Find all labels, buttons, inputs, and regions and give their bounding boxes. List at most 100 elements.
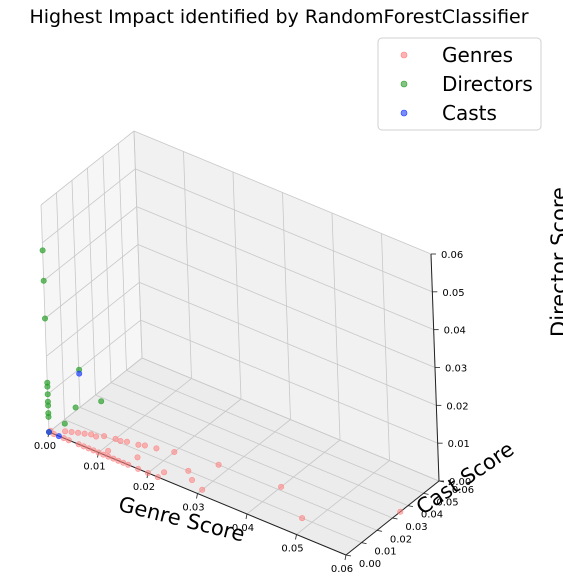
z-tick-label: 0.01 [448,439,470,450]
data-point-genres [135,441,142,448]
data-point-genres [80,443,87,450]
data-point-genres [299,515,306,522]
y-tick-label: 0.02 [390,534,412,545]
data-point-genres [161,469,168,476]
series-casts [45,370,83,440]
z-tick-label: 0.03 [445,364,467,375]
x-tick-mark [344,554,347,561]
grid-line-z [133,130,432,255]
grid-line-z [40,130,135,206]
y-tick-label: 0.03 [405,522,427,533]
data-point-genres [90,447,97,454]
data-point-directors [45,402,52,409]
y-tick-label: 0.05 [436,497,458,508]
data-point-directors [72,404,79,411]
data-point-directors [40,277,47,284]
legend-frame [377,37,542,131]
data-point-genres [135,465,142,472]
z-tick-label: 0.04 [444,326,466,337]
data-point-genres [105,453,112,460]
x-tick-label: 0.06 [331,564,353,575]
data-point-directors [45,413,52,420]
data-point-genres [278,483,285,490]
data-point-genres [125,461,132,468]
data-point-genres [100,451,107,458]
z-tick-label: 0.06 [441,250,463,261]
data-point-genres [154,474,161,481]
data-point-genres [199,486,206,493]
tick-labels: 0.000.000.000.010.010.010.020.020.020.03… [34,250,474,575]
x-tick-label: 0.00 [34,441,56,452]
legend: Genres Directors Casts [377,37,542,131]
data-point-genres [93,433,100,440]
data-point-genres [112,435,119,442]
y-tick-mark [407,505,414,508]
y-tick-mark [345,554,352,557]
data-point-genres [68,428,75,435]
data-point-genres [397,508,404,515]
data-point-genres [105,447,112,454]
data-point-genres [124,438,131,445]
data-point-directors [41,315,48,322]
grid-line-y [126,369,424,494]
data-point-genres [75,441,82,448]
legend-label-directors: Directors [442,72,533,96]
legend-label-genres: Genres [442,43,513,67]
data-point-genres [189,476,196,483]
data-point-genres [110,455,117,462]
y-tick-mark [376,529,383,532]
data-point-directors [39,247,46,254]
z-tick-label: 0.05 [442,288,464,299]
data-point-genres [153,445,160,452]
y-tick-mark [438,480,445,483]
data-point-genres [120,459,127,466]
data-point-casts [76,370,83,377]
data-point-genres [50,431,57,438]
grid-line-y [141,357,440,482]
data-point-genres [215,461,222,468]
data-point-casts [45,428,52,435]
y-tick-mark [392,517,398,520]
data-point-genres [81,430,88,437]
x-tick-label: 0.04 [232,523,254,534]
data-point-genres [62,428,69,435]
data-point-directors [44,391,51,398]
x-tick-label: 0.03 [182,503,204,514]
data-point-genres [65,437,72,444]
data-point-directors [44,383,51,390]
y-tick-label: 0.06 [452,485,474,496]
x-tick-mark [295,534,297,540]
data-point-genres [145,469,152,476]
data-point-genres [185,467,192,474]
legend-marker-casts [400,109,408,117]
y-tick-label: 0.00 [359,559,381,570]
data-point-genres [95,449,102,456]
data-point-genres [141,442,148,449]
legend-label-casts: Casts [442,101,497,125]
legend-marker-directors [400,80,408,88]
grid-lines [40,130,440,556]
x-tick-mark [196,493,198,499]
chart-title: Highest Impact identified by RandomFores… [29,6,528,28]
y-tick-mark [423,492,429,495]
y-tick-label: 0.01 [374,547,396,558]
data-point-casts [55,433,62,440]
grid-line-z [135,168,433,293]
y-tick-label: 0.04 [421,510,443,521]
data-point-genres [60,435,67,442]
z-tick-label: 0.00 [449,477,471,488]
data-point-genres [85,445,92,452]
legend-marker-genres [400,51,408,59]
data-point-genres [101,433,108,440]
data-point-directors [61,420,68,427]
x-tick-label: 0.05 [281,544,303,555]
data-point-genres [75,429,82,436]
x-tick-mark [245,513,248,520]
data-point-genres [88,431,95,438]
data-points [39,247,404,522]
z-axis-label: Director Score [547,187,563,337]
x-tick-label: 0.01 [83,462,105,473]
grid-line-y [133,130,143,359]
z-tick-label: 0.02 [446,401,468,412]
